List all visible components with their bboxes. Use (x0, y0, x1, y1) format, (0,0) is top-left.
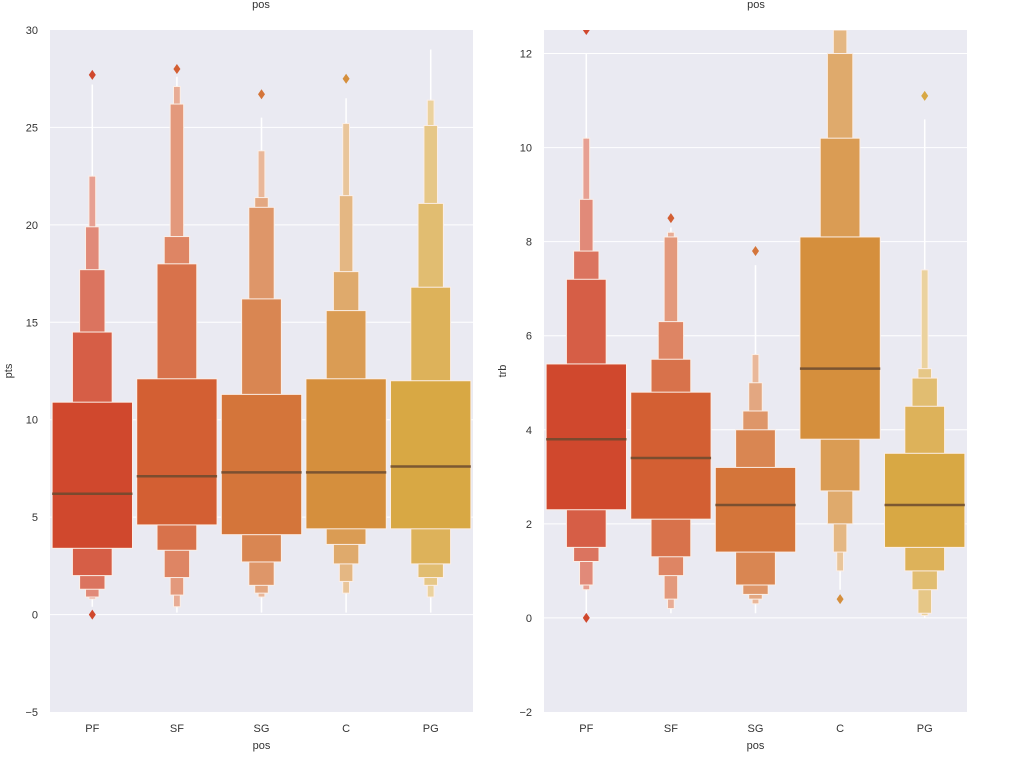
y-tick-label: 5 (32, 512, 38, 524)
x-tick-label: C (836, 723, 844, 735)
boxen-sg (714, 246, 797, 614)
top-label-left: pos (252, 0, 270, 11)
y-tick-label: 2 (526, 519, 532, 531)
x-tick-label: PF (579, 723, 593, 735)
y-tick-label: 0 (526, 613, 532, 625)
outlier-point (582, 30, 590, 35)
x-tick-label: PG (423, 723, 439, 735)
y-tick-label: −2 (519, 707, 532, 719)
y-tick-label: 4 (526, 425, 532, 437)
x-tick-label: SG (748, 723, 764, 735)
boxen-level-0 (714, 466, 797, 553)
y-axis-label: trb (497, 365, 509, 378)
boxen-level-0 (545, 363, 627, 511)
outlier-point (88, 609, 96, 620)
outlier-point (752, 246, 759, 257)
boxen-level-0 (390, 380, 472, 530)
y-tick-label: 20 (26, 220, 38, 232)
outlier-point (667, 213, 675, 224)
x-axis-label: pos (253, 740, 271, 752)
boxen-level-0 (799, 236, 881, 440)
y-tick-label: 10 (26, 415, 38, 427)
outlier-point (921, 90, 929, 101)
x-tick-label: SG (254, 723, 270, 735)
x-tick-label: PG (917, 723, 933, 735)
boxen-pg (390, 15, 472, 613)
outlier-point (836, 594, 844, 605)
y-tick-label: 8 (526, 237, 532, 249)
top-label-right: pos (747, 0, 765, 11)
boxen-level-0 (136, 378, 218, 526)
y-tick-label: 25 (26, 122, 38, 134)
y-tick-label: −5 (25, 707, 38, 719)
boxen-c (799, 30, 881, 605)
boxen-c (305, 73, 387, 613)
y-axis-label: pts (3, 363, 15, 378)
boxen-level-0 (884, 452, 966, 548)
y-tick-label: 15 (26, 317, 38, 329)
boxen-level-0 (305, 378, 387, 530)
outlier-point (427, 15, 434, 25)
trb-boxen-chart: −2 0 2 4 6 8 10 12 PF SF SG C PG pos trb (497, 30, 967, 752)
y-tick-label: 10 (520, 143, 532, 155)
boxen-pf (51, 69, 133, 620)
pts-boxen-chart: −5 0 5 10 15 20 25 30 PF SF SG C PG pos pts (3, 15, 473, 752)
boxen-pg (884, 90, 966, 618)
x-tick-label: PF (85, 723, 99, 735)
boxen-sf (136, 63, 218, 613)
outlier-point (88, 69, 96, 80)
y-tick-label: 30 (26, 25, 38, 37)
outlier-point (258, 89, 265, 100)
boxen-level-0 (220, 393, 303, 536)
outlier-point (173, 63, 181, 74)
outlier-point (342, 73, 350, 84)
x-axis-label: pos (747, 740, 765, 752)
boxen-pf (545, 30, 627, 623)
y-tick-label: 0 (32, 610, 38, 622)
x-tick-label: C (342, 723, 350, 735)
boxen-sf (630, 213, 712, 614)
boxen-level-0 (51, 401, 133, 549)
y-tick-label: 6 (526, 331, 532, 343)
y-tick-label: 12 (520, 49, 532, 61)
boxen-level-0 (630, 391, 712, 520)
boxen-sg (220, 89, 303, 613)
outlier-point (582, 612, 590, 623)
x-tick-label: SF (664, 723, 678, 735)
x-tick-label: SF (170, 723, 184, 735)
